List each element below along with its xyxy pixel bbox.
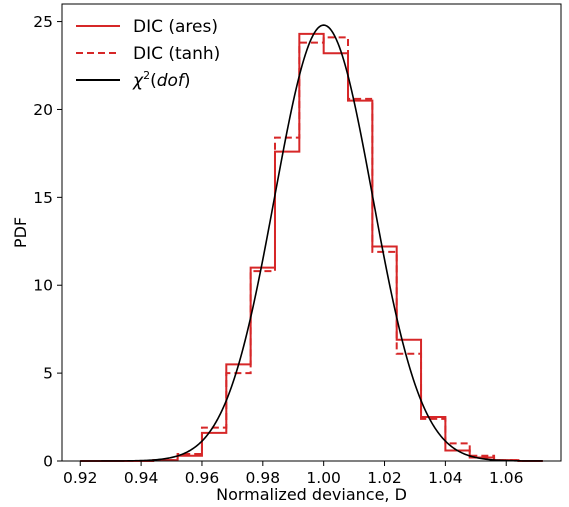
y-tick-label: 10 [33,277,53,295]
legend-label-dic-ares: DIC (ares) [133,17,218,37]
legend-chi-close-paren: ) [184,71,191,91]
series-dic-tanh [80,36,543,462]
x-axis-ticks: 0.92 0.94 0.96 0.98 1.00 1.02 1.04 1.06 [63,461,523,487]
y-tick-label: 5 [43,365,53,383]
histogram-bin [226,373,250,461]
y-axis-title: PDF [11,217,30,248]
histogram-bin [445,450,469,461]
legend-label-dic-tanh: DIC (tanh) [133,44,220,64]
x-tick-label: 1.00 [306,469,341,487]
histogram-bin [275,138,299,461]
histogram-bin [299,34,323,461]
legend-chi-superscript: 2 [143,69,150,82]
histogram-outline-dic-tanh [80,36,543,462]
x-tick-label: 0.94 [124,469,159,487]
y-tick-label: 15 [33,189,53,207]
histogram-bin [348,101,372,461]
legend-chi-symbol: χ [132,71,144,91]
histogram-bin [324,37,348,461]
y-tick-label: 0 [43,453,53,471]
plot-content [80,24,543,462]
histogram-outline-dic-ares [80,32,543,462]
y-tick-label: 25 [33,13,53,31]
histogram-bin [397,340,421,461]
legend-chi-argument: dof [157,71,187,91]
plot-frame [61,3,562,462]
legend-label-chi2: χ2(dof) [132,69,191,91]
histogram-bin [324,53,348,461]
series-dic-ares [80,32,543,462]
y-tick-label: 20 [33,101,53,119]
histogram-bin [251,268,275,461]
legend: DIC (ares) DIC (tanh) χ2(dof) [76,17,220,91]
histogram-bin [299,43,323,461]
legend-chi-open-paren: ( [150,71,157,91]
x-tick-label: 0.98 [246,469,281,487]
x-tick-label: 1.06 [489,469,524,487]
x-tick-label: 1.02 [367,469,402,487]
histogram-bin [397,354,421,461]
y-axis-ticks: 0 5 10 15 20 25 [33,13,62,471]
histogram-bin [421,417,445,461]
histogram-bin [372,247,396,461]
x-tick-label: 1.04 [428,469,463,487]
histogram-bin [445,443,469,461]
x-tick-label: 0.96 [185,469,220,487]
histogram-bin [226,364,250,461]
histogram-bin [275,152,299,461]
x-tick-label: 0.92 [63,469,98,487]
x-axis-title: Normalized deviance, D [216,485,407,504]
histogram-bin [348,99,372,461]
chi2-curve [80,24,543,462]
histogram-bin [372,252,396,461]
